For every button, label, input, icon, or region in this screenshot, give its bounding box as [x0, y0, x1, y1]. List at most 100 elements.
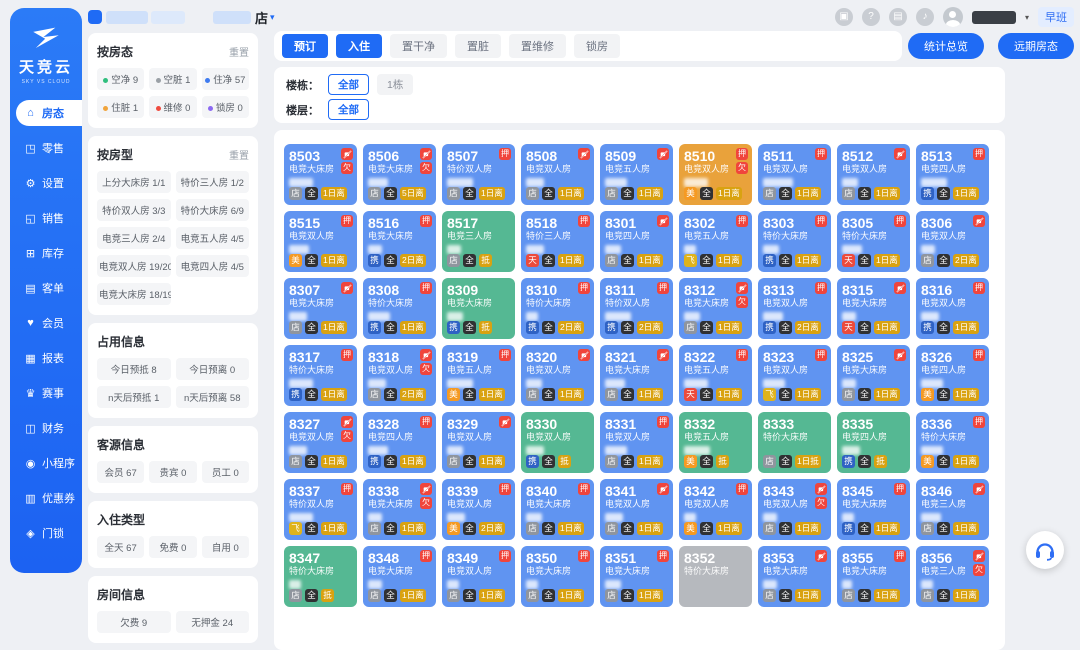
action-button-预订[interactable]: 预订 — [282, 34, 328, 58]
help-icon[interactable]: ? — [861, 8, 880, 26]
customer-service-button[interactable] — [1026, 531, 1064, 569]
action-button-锁房[interactable]: 锁房 — [574, 34, 620, 58]
room-card-8303[interactable]: 8303 特价大床房押携全 1日离 — [758, 211, 831, 272]
chevron-down-icon[interactable]: ▾ — [270, 11, 275, 22]
room-card-8338[interactable]: 8338 电竞大床房欠店全 1日离 — [363, 479, 436, 540]
room-card-8307[interactable]: 8307 电竞大床房店全 1日离 — [284, 278, 357, 339]
room-card-8330[interactable]: 8330 电竞双人房携全抵 — [521, 412, 594, 473]
guest-source-chip[interactable]: 贵宾 0 — [149, 461, 197, 483]
reset-link[interactable]: 重置 — [229, 48, 249, 59]
action-button-置干净[interactable]: 置干净 — [390, 34, 447, 58]
sidebar-item-door-lock[interactable]: ◈ 门锁 — [16, 520, 82, 546]
room-card-8348[interactable]: 8348 电竞大床房押店全 1日离 — [363, 546, 436, 607]
sidebar-item-finance[interactable]: ◫ 财务 — [16, 415, 82, 441]
room-card-8302[interactable]: 8302 电竞五人房押飞全 1日离 — [679, 211, 752, 272]
room-card-8342[interactable]: 8342 电竞双人房押美全 1日离 — [679, 479, 752, 540]
room-card-8331[interactable]: 8331 电竞双人房押店全 1日离 — [600, 412, 673, 473]
room-card-8512[interactable]: 8512 电竞双人房店全 1日离 — [837, 144, 910, 205]
room-card-8318[interactable]: 8318 电竞双人房欠店全 2日离 — [363, 345, 436, 406]
room-card-8305[interactable]: 8305 特价大床房押天全 1日离 — [837, 211, 910, 272]
action-button-入住[interactable]: 入住 — [336, 34, 382, 58]
sidebar-item-retail[interactable]: ◳ 零售 — [16, 135, 82, 161]
room-type-chip[interactable]: 电竞四人房 4/5 — [175, 255, 249, 277]
room-card-8337[interactable]: 8337 特价双人房押飞全 1日离 — [284, 479, 357, 540]
room-type-chip[interactable]: 电竞大床房 18/19 — [97, 283, 171, 305]
room-card-8518[interactable]: 8518 特价三人房押天全 1日离 — [521, 211, 594, 272]
room-type-chip[interactable]: 电竞五人房 4/5 — [175, 227, 249, 249]
room-card-8345[interactable]: 8345 电竞大床房押携全 1日离 — [837, 479, 910, 540]
guest-source-chip[interactable]: 会员 67 — [97, 461, 145, 483]
room-card-8507[interactable]: 8507 特价双人房押店全 1日离 — [442, 144, 515, 205]
room-card-8516[interactable]: 8516 电竞大床房押携全 2日离 — [363, 211, 436, 272]
room-card-8355[interactable]: 8355 电竞大床房押店全 1日离 — [837, 546, 910, 607]
room-type-chip[interactable]: 电竞三人房 2/4 — [97, 227, 171, 249]
reset-link[interactable]: 重置 — [229, 151, 249, 162]
room-card-8517[interactable]: 8517 电竞三人房店全抵 — [442, 211, 515, 272]
status-chip[interactable]: 空净 9 — [97, 68, 145, 90]
room-card-8335[interactable]: 8335 电竞四人房携全抵 — [837, 412, 910, 473]
checkin-type-chip[interactable]: 全天 67 — [97, 536, 145, 558]
room-type-chip[interactable]: 特价大床房 6/9 — [175, 199, 249, 221]
room-card-8327[interactable]: 8327 电竞双人房欠店全 1日离 — [284, 412, 357, 473]
statistics-overview-button[interactable]: 统计总览 — [908, 33, 984, 59]
room-card-8312[interactable]: 8312 电竞大床房欠店全 1日离 — [679, 278, 752, 339]
room-card-8325[interactable]: 8325 电竞大床房店全 1日离 — [837, 345, 910, 406]
room-type-chip[interactable]: 特价三人房 1/2 — [175, 171, 249, 193]
room-card-8332[interactable]: 8332 电竞五人房美全抵 — [679, 412, 752, 473]
room-card-8306[interactable]: 8306 电竞双人房店全 2日离 — [916, 211, 989, 272]
occupancy-chip[interactable]: 今日预抵 8 — [97, 358, 171, 380]
room-card-8322[interactable]: 8322 电竞五人房押天全 1日离 — [679, 345, 752, 406]
room-card-8356[interactable]: 8356 电竞三人房欠店全 1日离 — [916, 546, 989, 607]
room-info-chip[interactable]: 欠费 9 — [97, 611, 171, 633]
room-card-8341[interactable]: 8341 电竞双人房店全 1日离 — [600, 479, 673, 540]
sidebar-item-sales[interactable]: ◱ 销售 — [16, 205, 82, 231]
room-card-8351[interactable]: 8351 电竞大床房押店全 1日离 — [600, 546, 673, 607]
room-card-8316[interactable]: 8316 电竞双人房押携全 1日离 — [916, 278, 989, 339]
room-card-8326[interactable]: 8326 电竞四人房押美全 1日离 — [916, 345, 989, 406]
sidebar-item-events[interactable]: ♛ 赛事 — [16, 380, 82, 406]
room-card-8347[interactable]: 8347 特价大床房店全抵 — [284, 546, 357, 607]
room-card-8301[interactable]: 8301 电竞四人房店全 1日离 — [600, 211, 673, 272]
sidebar-item-members[interactable]: ♥ 会员 — [16, 310, 82, 336]
music-icon[interactable]: ♪ — [915, 8, 934, 26]
store-selector[interactable]: 店 — [255, 10, 269, 26]
status-chip[interactable]: 住脏 1 — [97, 96, 145, 118]
room-card-8346[interactable]: 8346 电竞三人房店全 1日离 — [916, 479, 989, 540]
room-card-8511[interactable]: 8511 电竞双人房押店全 1日离 — [758, 144, 831, 205]
room-card-8329[interactable]: 8329 电竞双人房店全 1日离 — [442, 412, 515, 473]
sidebar-item-inventory[interactable]: ⊞ 库存 — [16, 240, 82, 266]
room-card-8309[interactable]: 8309 电竞大床房携全抵 — [442, 278, 515, 339]
room-card-8311[interactable]: 8311 特价双人房押携全 2日离 — [600, 278, 673, 339]
room-card-8510[interactable]: 8510 电竞双人房押欠美全 1日离 — [679, 144, 752, 205]
room-card-8350[interactable]: 8350 电竞大床房押店全 1日离 — [521, 546, 594, 607]
room-card-8503[interactable]: 8503 电竞大床房欠店全 1日离 — [284, 144, 357, 205]
room-card-8506[interactable]: 8506 电竞大床房欠店全 5日离 — [363, 144, 436, 205]
avatar[interactable] — [942, 7, 963, 27]
notification-icon[interactable]: ▣ — [834, 8, 853, 26]
sidebar-item-settings[interactable]: ⚙ 设置 — [16, 170, 82, 196]
room-card-8308[interactable]: 8308 特价大床房押携全 1日离 — [363, 278, 436, 339]
floor-option[interactable]: 全部 — [328, 99, 369, 120]
sidebar-item-guest-orders[interactable]: ▤ 客单 — [16, 275, 82, 301]
chevron-down-icon[interactable]: ▾ — [1024, 12, 1029, 22]
room-info-chip[interactable]: 无押金 24 — [175, 611, 249, 633]
sidebar-item-reports[interactable]: ▦ 报表 — [16, 345, 82, 371]
room-card-8310[interactable]: 8310 特价大床房押携全 2日离 — [521, 278, 594, 339]
status-chip[interactable]: 维修 0 — [149, 96, 197, 118]
status-chip[interactable]: 住净 57 — [201, 68, 249, 90]
room-card-8513[interactable]: 8513 电竞四人房押携全 1日离 — [916, 144, 989, 205]
room-card-8317[interactable]: 8317 特价大床房押携全 1日离 — [284, 345, 357, 406]
building-option[interactable]: 1栋 — [377, 74, 414, 95]
action-button-置脏[interactable]: 置脏 — [455, 34, 501, 58]
room-card-8313[interactable]: 8313 电竞双人房押携全 2日离 — [758, 278, 831, 339]
room-card-8319[interactable]: 8319 电竞五人房押美全 1日离 — [442, 345, 515, 406]
status-chip[interactable]: 锁房 0 — [201, 96, 249, 118]
room-card-8333[interactable]: 8333 特价大床房店全 1日抵 — [758, 412, 831, 473]
room-card-8509[interactable]: 8509 电竞五人房店全 1日离 — [600, 144, 673, 205]
room-card-8343[interactable]: 8343 电竞双人房欠店全 1日离 — [758, 479, 831, 540]
sidebar-item-mini-program[interactable]: ◉ 小程序 — [16, 450, 82, 476]
status-chip[interactable]: 空脏 1 — [149, 68, 197, 90]
room-card-8349[interactable]: 8349 电竞双人房押店全 1日离 — [442, 546, 515, 607]
sidebar-item-room-status[interactable]: ⌂ 房态 — [16, 100, 82, 126]
checkin-type-chip[interactable]: 免费 0 — [149, 536, 197, 558]
